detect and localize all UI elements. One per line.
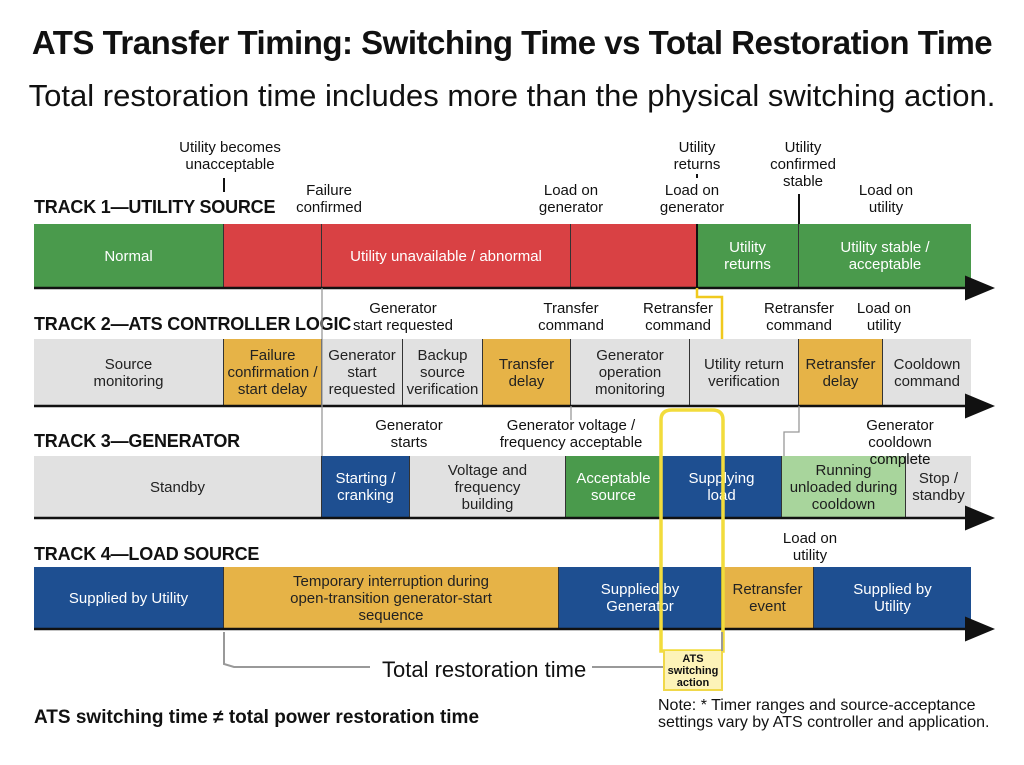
footer-statement: ATS switching time ≠ total power restora… (34, 707, 480, 728)
ats-switching-highlight (659, 408, 725, 653)
annotation-utility-confirmed-stable: Utility confirmed stable (770, 139, 836, 190)
track-1-label: TRACK 1—UTILITY SOURCE (34, 197, 276, 217)
track-2-label: TRACK 2—ATS CONTROLLER LOGIC (34, 314, 352, 334)
annotation-load-on-generator: Load on generator (538, 182, 604, 216)
annotation-load-on-utility-t4: Load on utility (782, 530, 838, 564)
track-2-segment-source-monitoring: Source monitoring (34, 339, 224, 406)
annotation-load-on-utility: Load on utility (858, 182, 914, 216)
annotation-transfer-command: Transfer command (538, 300, 604, 334)
track-3-segment-starting-cranking: Starting / cranking (322, 456, 410, 518)
annotation-retransfer-command-1: Retransfer command (642, 300, 714, 334)
track-4-segment-retransfer-event: Retransfer event (722, 567, 814, 629)
ats-switching-action-label: ATS switching action (663, 651, 723, 691)
footnote: Note: * Timer ranges and source-acceptan… (658, 697, 990, 731)
track-2-segment-generator-start-requested: Generator start requested (322, 339, 403, 406)
restoration-bracket (223, 632, 370, 668)
track-1-segment-utility-unavailable: Utility unavailable / abnormal (322, 224, 571, 288)
track-2-segment-retransfer-delay: Retransfer delay (799, 339, 883, 406)
track-3-segment-acceptable-source: Acceptable source (566, 456, 662, 518)
track-4-segment-supplied-by-generator: Supplied by Generator (559, 567, 722, 629)
annotation-load-on-generator-2: Load on generator (659, 182, 725, 216)
track-3-segment-standby: Standby (34, 456, 322, 518)
track-2-segment-cooldown-command: Cooldown command (883, 339, 971, 406)
track-2-segment-backup-source-verification: Backup source verification (403, 339, 483, 406)
diagram-title: ATS Transfer Timing: Switching Time vs T… (31, 24, 993, 61)
guide-retransfer-connector (783, 406, 800, 456)
retransfer-signal-connector (695, 288, 724, 339)
track-1-segment-utility-stable: Utility stable / acceptable (799, 224, 971, 288)
track-3-label: TRACK 3—GENERATOR (34, 431, 240, 451)
annotation-generator-starts: Generator starts (375, 417, 443, 451)
annotation-failure-confirmed: Failure confirmed (296, 182, 362, 216)
track-2-segment-transfer-delay: Transfer delay (483, 339, 571, 406)
track-1-segment-failure-window (224, 224, 322, 288)
track-3-segment-voltage-frequency-building: Voltage and frequency building (410, 456, 566, 518)
annotation-utility-returns: Utility returns (673, 139, 721, 173)
annotation-load-on-utility-t2: Load on utility (856, 300, 912, 334)
diagram-subtitle: Total restoration time includes more tha… (28, 78, 996, 113)
annotation-retransfer-command-2: Retransfer command (763, 300, 835, 334)
track-3-segment-running-unloaded: Running unloaded during cooldown (782, 456, 906, 518)
annotation-generator-voltage-acceptable: Generator voltage / frequency acceptable (499, 417, 643, 451)
track-4-label: TRACK 4—LOAD SOURCE (34, 544, 260, 564)
track-2-segment-utility-return-verification: Utility return verification (690, 339, 799, 406)
track-1-segment-utility-returns: Utility returns (697, 224, 799, 288)
annotation-utility-unacceptable: Utility becomes unacceptable (179, 139, 281, 173)
annotation-generator-cooldown-complete: Generator cooldown complete (866, 417, 934, 468)
track-4-segment-supplied-by-utility-2: Supplied by Utility (814, 567, 971, 629)
track-3-segment-stop-standby: Stop / standby (906, 456, 971, 518)
track-2-segment-generator-operation-monitoring: Generator operation monitoring (571, 339, 690, 406)
annotation-generator-start-requested: Generator start requested (352, 300, 454, 334)
track-4-segment-supplied-by-utility: Supplied by Utility (34, 567, 224, 629)
track-1-segment-on-generator (571, 224, 697, 288)
track-1-segment-normal: Normal (34, 224, 224, 288)
track-4-segment-temporary-interruption: Temporary interruption during open-trans… (224, 567, 559, 629)
track-2-segment-failure-confirmation: Failure confirmation / start delay (224, 339, 322, 406)
